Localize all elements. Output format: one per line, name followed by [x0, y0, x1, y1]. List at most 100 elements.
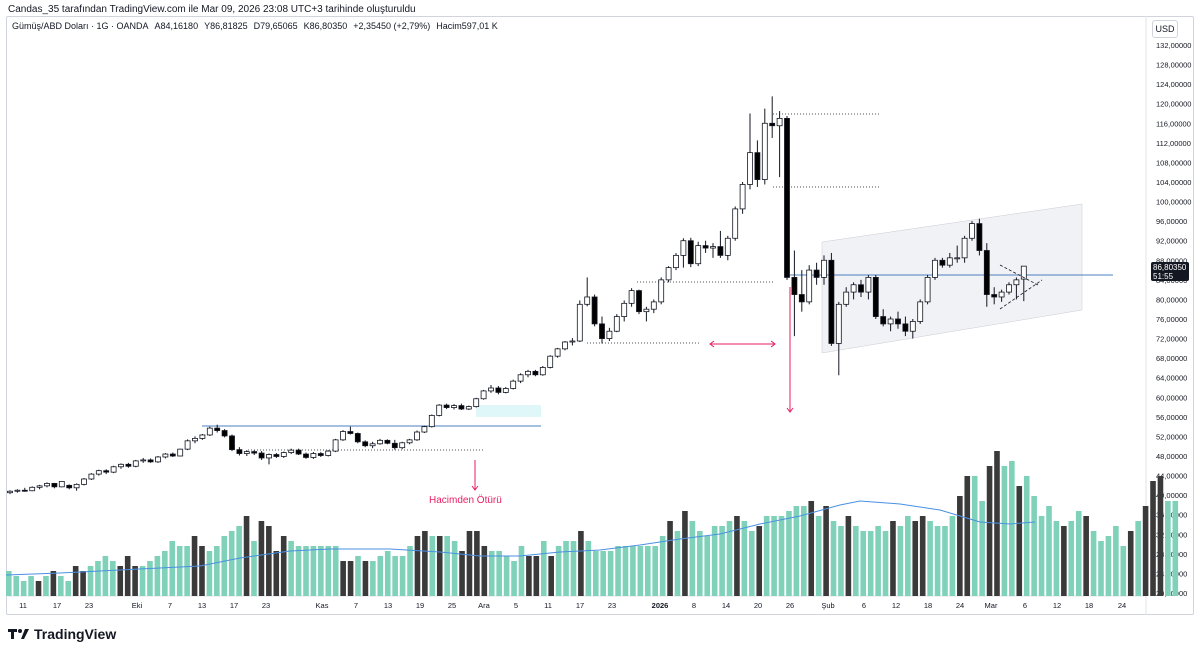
volume-bar [503, 556, 510, 596]
time-tick-label: 19 [416, 601, 424, 610]
volume-bar [1023, 476, 1030, 596]
volume-bar [659, 536, 666, 596]
volume-bar [214, 546, 220, 596]
candle-down [229, 435, 235, 451]
volume-bar [905, 516, 911, 596]
volume-bar [526, 556, 532, 596]
candle-down [991, 294, 998, 298]
volume-bar [273, 551, 280, 596]
candle-down [754, 152, 761, 180]
candle-up [310, 453, 317, 458]
volume-bar [652, 546, 659, 596]
volume-bar [1172, 501, 1179, 596]
volume-bar [942, 526, 948, 596]
candle-down [939, 259, 946, 266]
candle-up [162, 453, 169, 458]
time-tick-label: 2026 [652, 601, 669, 610]
candle-up [488, 387, 494, 392]
symbol-name[interactable]: Gümüş/ABD Doları · 1G · OANDA [12, 21, 149, 31]
time-tick-label: 7 [354, 601, 358, 610]
candle-down [258, 452, 265, 459]
candle-up [850, 284, 857, 293]
candle-up [88, 473, 95, 480]
volume-bar [578, 531, 584, 596]
price-tick-label: 132,00000 [1156, 41, 1191, 50]
candle-up [665, 267, 672, 281]
volume-bar [139, 566, 146, 596]
volume-bar [771, 516, 777, 596]
price-tick-label: 92,00000 [1156, 237, 1187, 246]
last-price-value: 86,80350 [1153, 263, 1187, 272]
candle-up [628, 290, 635, 304]
candle-up [776, 117, 783, 127]
candle-up [539, 367, 546, 376]
volume-bar [355, 556, 361, 596]
time-tick-label: 5 [514, 601, 518, 610]
volume-bar [162, 551, 168, 596]
candle-up [58, 481, 65, 488]
volume-bar [325, 546, 332, 596]
volume-bar [459, 551, 465, 596]
candle-up [473, 398, 480, 407]
volume-bar [778, 516, 785, 596]
volume-bar [102, 556, 109, 596]
volume-bar [1068, 521, 1075, 596]
candle-up [155, 456, 161, 463]
candle-up [465, 406, 472, 410]
legend-open: A84,16180 [154, 21, 199, 31]
candle-down [769, 122, 776, 127]
last-price-tag: 86,80350 51:55 [1151, 262, 1189, 281]
candle-up [132, 460, 139, 467]
volume-bar [808, 501, 815, 596]
volume-bar [867, 531, 874, 596]
volume-bar [422, 531, 428, 596]
volume-bar [117, 566, 124, 596]
volume-bar [496, 551, 502, 596]
price-tick-label: 100,00000 [1156, 198, 1191, 207]
candle-down [798, 294, 805, 303]
price-tick-label: 80,00000 [1156, 295, 1187, 304]
candle-down [591, 296, 598, 325]
volume-bar [1031, 496, 1037, 596]
time-tick-label: Mar [985, 601, 998, 610]
volume-bar [451, 541, 458, 596]
candle-up [73, 483, 80, 489]
volume-bar [399, 556, 406, 596]
candle-down [354, 433, 361, 443]
candle-down [169, 453, 176, 457]
volume-bar [592, 551, 599, 596]
candle-up [643, 308, 650, 313]
candle-down [214, 427, 221, 431]
candle-up [724, 237, 731, 256]
candle-down [362, 441, 369, 447]
candle-down [273, 454, 280, 457]
volume-bar [986, 466, 993, 596]
candle-up [325, 450, 332, 456]
volume-bar [919, 516, 926, 596]
volume-bar [957, 496, 963, 596]
candle-up [658, 279, 665, 303]
candle-up [7, 490, 13, 494]
candle-up [140, 459, 147, 462]
volume-bar [384, 551, 391, 596]
candle-up [917, 301, 924, 322]
currency-button[interactable]: USD [1152, 20, 1178, 38]
volume-bar [80, 571, 86, 596]
candle-up [510, 380, 517, 389]
highlight-box [476, 405, 541, 417]
candle-up [946, 257, 953, 266]
candle-down [384, 439, 391, 444]
volume-bar [6, 571, 12, 596]
price-tick-label: 56,00000 [1156, 413, 1187, 422]
candle-up [110, 466, 117, 473]
price-tick-label: 48,00000 [1156, 452, 1187, 461]
candle-up [288, 449, 295, 453]
volume-bar [644, 546, 651, 596]
legend-close: K86,80350 [303, 21, 348, 31]
tradingview-logo[interactable]: TradingView [8, 626, 116, 642]
candle-up [695, 245, 702, 265]
time-tick-label: 12 [1053, 601, 1061, 610]
volume-bar [1105, 536, 1112, 596]
symbol-legend: Gümüş/ABD Doları · 1G · OANDA A84,16180 … [12, 21, 498, 31]
